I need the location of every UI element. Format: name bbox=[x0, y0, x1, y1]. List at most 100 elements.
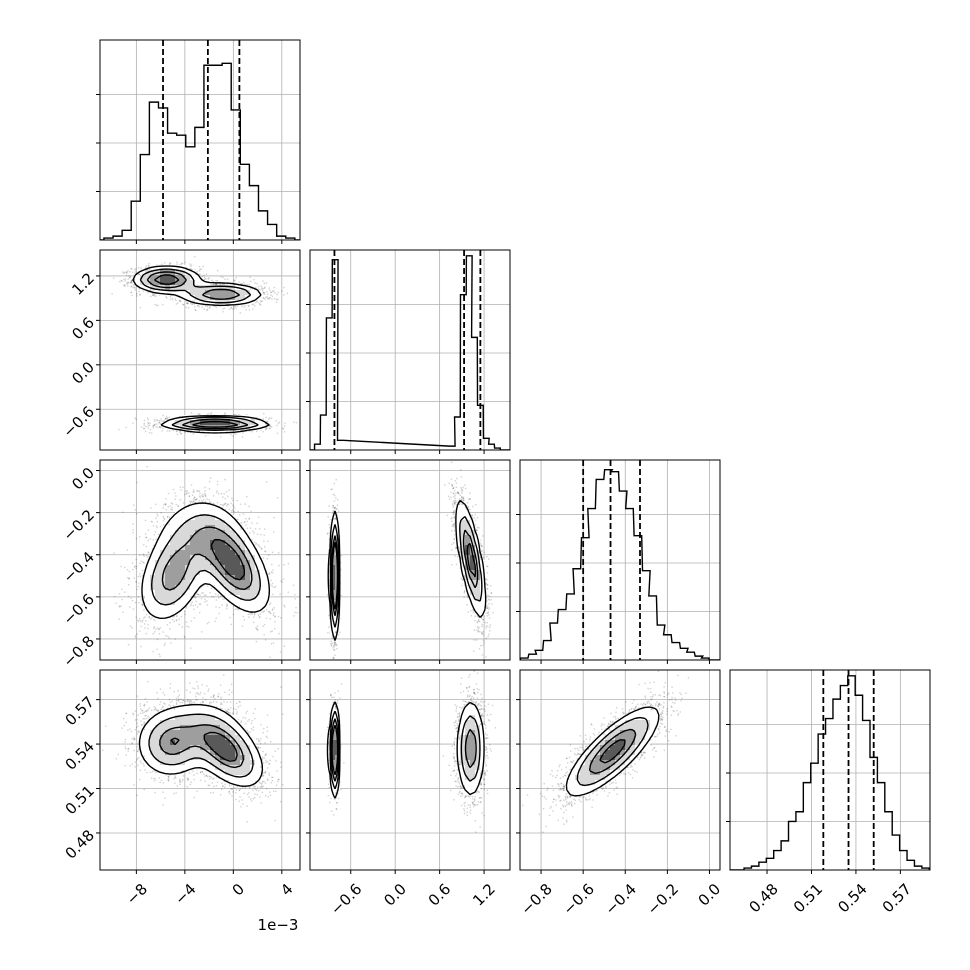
scatter-point bbox=[180, 300, 182, 302]
scatter-point bbox=[203, 274, 205, 277]
scatter-point bbox=[132, 286, 135, 289]
density-cell bbox=[185, 275, 191, 281]
scatter-point bbox=[178, 299, 181, 302]
scatter-point bbox=[283, 425, 286, 427]
scatter-point bbox=[194, 303, 196, 306]
density-cell bbox=[185, 270, 191, 276]
panel-1-0 bbox=[99, 249, 301, 451]
scatter-point bbox=[147, 422, 150, 425]
scatter-point bbox=[163, 419, 165, 422]
scatter-point bbox=[198, 274, 201, 276]
histogram-bar bbox=[687, 652, 695, 660]
scatter-point bbox=[147, 624, 149, 626]
scatter-point bbox=[132, 271, 134, 273]
scatter-point bbox=[207, 278, 210, 280]
contours bbox=[132, 265, 270, 434]
histogram-bar bbox=[222, 63, 231, 240]
scatter-point bbox=[199, 268, 201, 271]
scatter-point bbox=[230, 307, 232, 309]
histogram-bar bbox=[796, 812, 803, 870]
density-cell bbox=[155, 285, 161, 291]
scatter-point bbox=[255, 430, 258, 433]
histogram-bar bbox=[168, 133, 177, 240]
scatter-point bbox=[226, 278, 229, 280]
scatter-point bbox=[186, 302, 189, 305]
scatter-point bbox=[277, 422, 280, 425]
scatter-point bbox=[248, 430, 251, 432]
scatter-point bbox=[243, 283, 246, 285]
scatter-point bbox=[209, 306, 211, 308]
scatter-point bbox=[124, 280, 126, 282]
scatter-point bbox=[233, 279, 235, 281]
scatter-point bbox=[190, 303, 193, 305]
scatter-point bbox=[130, 291, 132, 294]
density-cell bbox=[135, 280, 141, 286]
scatter-point bbox=[255, 286, 257, 289]
scatter-point bbox=[201, 306, 203, 308]
scatter-point bbox=[192, 433, 195, 435]
histogram-3 bbox=[730, 670, 930, 870]
density-cell bbox=[155, 265, 161, 271]
scatter-point bbox=[206, 308, 209, 311]
scatter-point bbox=[219, 283, 222, 286]
scatter-point bbox=[274, 292, 276, 294]
scatter-point bbox=[230, 306, 232, 309]
scatter-point bbox=[137, 273, 140, 276]
scatter-point bbox=[158, 426, 161, 428]
histogram-bar bbox=[833, 699, 840, 870]
scatter-point bbox=[156, 648, 158, 651]
scatter-point bbox=[153, 293, 156, 296]
scatter-point bbox=[148, 424, 151, 426]
histogram-bar bbox=[840, 686, 847, 870]
scatter-point bbox=[146, 417, 149, 419]
scatter-point bbox=[276, 424, 278, 427]
density-cell bbox=[215, 295, 221, 301]
scatter-point bbox=[255, 301, 257, 304]
density-cell bbox=[160, 265, 166, 271]
scatter-point bbox=[155, 419, 158, 421]
scatter-point bbox=[204, 435, 207, 437]
scatter-point bbox=[283, 294, 285, 296]
scatter-point bbox=[134, 601, 137, 604]
scatter-point bbox=[145, 266, 147, 269]
scatter-point bbox=[166, 417, 169, 419]
scatter-point bbox=[172, 616, 174, 618]
scatter-point bbox=[152, 426, 155, 429]
density-cell bbox=[195, 290, 201, 296]
scatter-point bbox=[194, 309, 197, 311]
density-cell bbox=[170, 275, 176, 281]
density-cell bbox=[230, 290, 236, 296]
density-cell bbox=[200, 290, 206, 296]
density-cell bbox=[205, 290, 211, 296]
scatter-point bbox=[235, 307, 237, 310]
scatter-point bbox=[124, 285, 126, 287]
scatter-point bbox=[198, 429, 201, 432]
scatter-point bbox=[284, 422, 286, 424]
scatter-point bbox=[253, 278, 255, 281]
scatter-point bbox=[145, 265, 148, 267]
scatter-point bbox=[190, 265, 192, 268]
density-cell bbox=[205, 420, 211, 426]
scatter-point bbox=[161, 263, 163, 265]
scatter-point bbox=[140, 426, 143, 428]
scatter-point bbox=[268, 427, 271, 429]
scatter-point bbox=[210, 279, 213, 282]
scatter-point bbox=[189, 263, 191, 265]
scatter-point bbox=[160, 420, 162, 422]
scatter-point bbox=[169, 262, 172, 265]
scatter-point bbox=[227, 305, 229, 307]
scatter-point bbox=[147, 627, 149, 630]
density-cell bbox=[180, 280, 186, 286]
scatter-point bbox=[139, 293, 141, 295]
scatter-point bbox=[198, 305, 200, 308]
panel-border bbox=[519, 459, 721, 661]
scatter-point bbox=[176, 620, 178, 622]
scatter-point bbox=[193, 300, 196, 302]
scatter-point bbox=[141, 599, 144, 602]
histogram-1 bbox=[310, 250, 510, 450]
scatter-point bbox=[199, 413, 201, 415]
scatter-point bbox=[126, 282, 128, 284]
scatter-point bbox=[256, 417, 258, 419]
density-cell bbox=[240, 300, 246, 306]
